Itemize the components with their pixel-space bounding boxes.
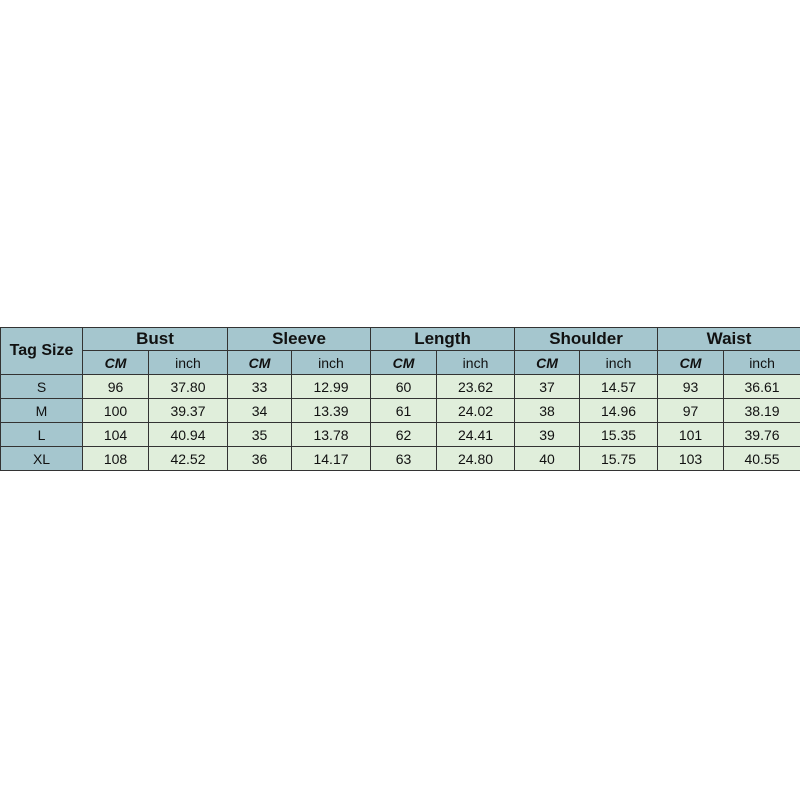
value-cell: 36 bbox=[227, 446, 292, 471]
value-cell: 39.37 bbox=[148, 398, 228, 423]
table-row: M 100 39.37 34 13.39 61 24.02 38 14.96 97 38.19 bbox=[0, 398, 800, 423]
value-cell: 39.76 bbox=[723, 422, 800, 447]
value-cell: 24.02 bbox=[436, 398, 516, 423]
value-cell: 14.96 bbox=[579, 398, 659, 423]
value-cell: 97 bbox=[657, 398, 725, 423]
value-cell: 36.61 bbox=[723, 374, 800, 399]
table-row: L 104 40.94 35 13.78 62 24.41 39 15.35 101 39.76 bbox=[0, 422, 800, 447]
header-sleeve: Sleeve bbox=[226, 327, 372, 351]
value-cell: 15.75 bbox=[579, 446, 659, 471]
value-cell: 37 bbox=[514, 374, 581, 399]
size-chart-table: Tag Size Bust Sleeve Length Shoulder Waist C… bbox=[0, 327, 800, 471]
table-row: XL 108 42.52 36 14.17 63 24.80 40 15.75 103 40.55 bbox=[0, 446, 800, 471]
unit-header-cm: CM bbox=[657, 350, 725, 375]
value-cell: 104 bbox=[82, 422, 149, 447]
unit-header-cm: CM bbox=[514, 350, 581, 375]
header-waist: Waist bbox=[657, 327, 800, 351]
size-cell: L bbox=[0, 422, 83, 447]
value-cell: 23.62 bbox=[436, 374, 516, 399]
unit-header-inch: inch bbox=[436, 350, 516, 375]
value-cell: 108 bbox=[82, 446, 149, 471]
value-cell: 40 bbox=[514, 446, 581, 471]
value-cell: 96 bbox=[82, 374, 149, 399]
value-cell: 38.19 bbox=[723, 398, 800, 423]
value-cell: 24.80 bbox=[436, 446, 516, 471]
value-cell: 34 bbox=[227, 398, 292, 423]
unit-header-inch: inch bbox=[148, 350, 228, 375]
unit-header-cm: CM bbox=[370, 350, 438, 375]
table-row: S 96 37.80 33 12.99 60 23.62 37 14.57 93 36.61 bbox=[0, 374, 800, 399]
value-cell: 101 bbox=[657, 422, 725, 447]
value-cell: 40.94 bbox=[148, 422, 228, 447]
value-cell: 42.52 bbox=[148, 446, 228, 471]
value-cell: 40.55 bbox=[723, 446, 800, 471]
unit-header-inch: inch bbox=[723, 350, 800, 375]
value-cell: 93 bbox=[657, 374, 725, 399]
value-cell: 37.80 bbox=[148, 374, 228, 399]
value-cell: 12.99 bbox=[290, 374, 372, 399]
size-cell: S bbox=[0, 374, 83, 399]
header-shoulder: Shoulder bbox=[514, 327, 659, 351]
header-unit-row: CM inch CM inch CM inch CM inch CM inch bbox=[1, 350, 800, 375]
size-cell: XL bbox=[0, 446, 83, 471]
header-length: Length bbox=[370, 327, 516, 351]
value-cell: 63 bbox=[370, 446, 438, 471]
tag-size-header: Tag Size bbox=[0, 327, 83, 375]
unit-header-cm: CM bbox=[227, 350, 292, 375]
value-cell: 13.39 bbox=[290, 398, 372, 423]
value-cell: 100 bbox=[82, 398, 149, 423]
header-bust: Bust bbox=[82, 327, 228, 351]
unit-header-inch: inch bbox=[579, 350, 659, 375]
value-cell: 14.57 bbox=[579, 374, 659, 399]
value-cell: 38 bbox=[514, 398, 581, 423]
unit-header-cm: CM bbox=[82, 350, 149, 375]
value-cell: 14.17 bbox=[290, 446, 372, 471]
value-cell: 33 bbox=[227, 374, 292, 399]
value-cell: 103 bbox=[657, 446, 725, 471]
value-cell: 15.35 bbox=[579, 422, 659, 447]
value-cell: 35 bbox=[227, 422, 292, 447]
value-cell: 60 bbox=[370, 374, 438, 399]
value-cell: 61 bbox=[370, 398, 438, 423]
value-cell: 62 bbox=[370, 422, 438, 447]
header-group-row: Tag Size Bust Sleeve Length Shoulder Waist bbox=[0, 327, 800, 375]
value-cell: 13.78 bbox=[290, 422, 372, 447]
size-cell: M bbox=[0, 398, 83, 423]
unit-header-inch: inch bbox=[290, 350, 372, 375]
value-cell: 39 bbox=[514, 422, 581, 447]
value-cell: 24.41 bbox=[436, 422, 516, 447]
